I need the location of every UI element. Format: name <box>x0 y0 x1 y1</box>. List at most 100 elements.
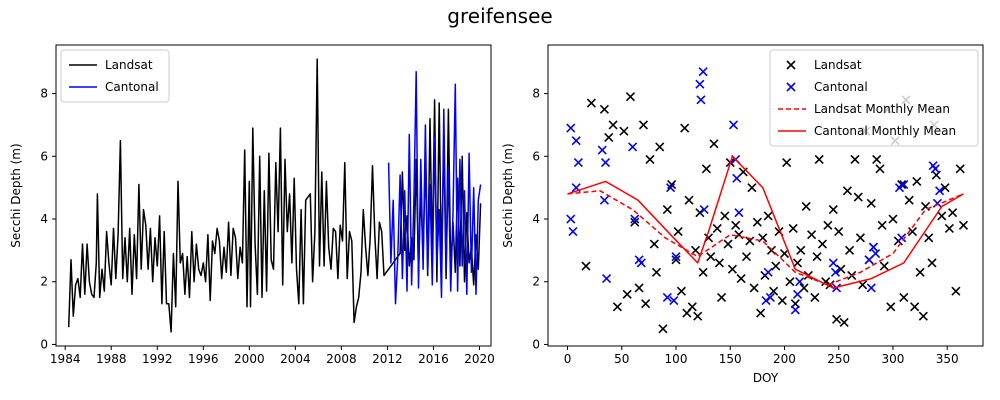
legend-label-1: Landsat <box>105 58 153 72</box>
point-2-6 <box>573 158 583 168</box>
point-2-31 <box>792 289 803 299</box>
legend-label-1: Landsat <box>814 58 862 72</box>
point-2-35 <box>831 283 842 293</box>
point-2-12 <box>630 214 640 224</box>
point-1-45 <box>736 274 746 284</box>
point-1-120 <box>944 223 954 233</box>
point-1-82 <box>836 264 846 274</box>
point-1-119 <box>940 183 950 193</box>
point-1-66 <box>792 258 803 268</box>
point-1-58 <box>771 261 781 271</box>
point-2-16 <box>666 183 676 193</box>
point-1-50 <box>749 283 759 293</box>
y-tick-label-4: 6 <box>532 149 540 163</box>
point-1-42 <box>727 264 737 274</box>
x-tick-label-7: 2008 <box>326 352 357 366</box>
point-1-57 <box>769 286 779 296</box>
point-1-97 <box>877 220 887 230</box>
legend-box <box>769 49 979 147</box>
point-1-98 <box>879 261 889 271</box>
legend-label-2: Cantonal <box>105 80 159 94</box>
legend-label-2: Cantonal <box>814 80 868 94</box>
point-2-9 <box>600 158 611 168</box>
series-line-3 <box>567 190 964 286</box>
legend: Landsat Cantonal Landsat Monthly Mean Canto… <box>769 49 979 147</box>
x-tick-label-7: 300 <box>882 352 905 366</box>
point-1-5 <box>608 120 618 130</box>
point-2-34 <box>830 267 841 277</box>
x-tick-label-10: 2020 <box>464 352 495 366</box>
point-1-60 <box>777 295 787 306</box>
point-1-17 <box>655 142 665 152</box>
point-2-22 <box>699 205 709 215</box>
x-tick-label-3: 1992 <box>142 352 173 366</box>
x-tick-label-9: 2016 <box>418 352 449 366</box>
point-1-55 <box>763 211 773 221</box>
x-tick-label-8: 350 <box>936 352 959 366</box>
point-2-30 <box>790 305 800 315</box>
series-line-1 <box>67 58 482 333</box>
point-1-11 <box>634 283 644 293</box>
point-1-19 <box>662 205 672 215</box>
point-1-9 <box>625 92 636 102</box>
series-line-4 <box>567 155 964 289</box>
point-1-14 <box>645 154 655 165</box>
point-1-26 <box>684 195 694 205</box>
x-tick-label-4: 150 <box>719 352 742 366</box>
x-tick-label-6: 250 <box>827 352 850 366</box>
point-1-118 <box>937 211 947 221</box>
point-1-31 <box>698 267 708 277</box>
point-1-124 <box>958 220 969 230</box>
legend-label-3: Landsat Monthly Mean <box>814 102 950 116</box>
y-tick-label-2: 2 <box>40 275 48 289</box>
point-1-69 <box>801 201 811 212</box>
y-tick-label-4: 6 <box>40 149 48 163</box>
point-1-21 <box>671 255 681 265</box>
point-2-33 <box>828 258 838 268</box>
point-2-10 <box>602 274 612 284</box>
plot-area <box>67 58 482 333</box>
point-1-63 <box>785 277 795 287</box>
point-1-113 <box>920 201 931 212</box>
point-2-14 <box>636 258 646 268</box>
axes-frame <box>55 44 492 347</box>
x-tick-label-1: 1984 <box>50 352 81 366</box>
point-2-2 <box>566 214 576 224</box>
point-1-114 <box>924 233 934 243</box>
point-1-62 <box>782 158 792 168</box>
point-1-84 <box>842 186 852 196</box>
y-tick-label-5: 8 <box>40 87 48 101</box>
point-1-49 <box>747 183 757 193</box>
point-1-6 <box>612 302 622 312</box>
point-1-15 <box>649 239 659 249</box>
x-tick-label-1: 0 <box>564 352 572 366</box>
point-2-15 <box>662 292 672 302</box>
x-tick-label-4: 1996 <box>188 352 219 366</box>
point-1-90 <box>858 280 868 290</box>
x-tick-label-2: 1988 <box>96 352 127 366</box>
point-1-40 <box>723 239 733 249</box>
point-2-29 <box>765 292 775 302</box>
point-1-34 <box>706 252 716 262</box>
point-1-115 <box>927 258 937 268</box>
point-2-39 <box>871 248 881 259</box>
point-1-71 <box>807 230 817 240</box>
legend-marker-1 <box>786 60 796 70</box>
plot-area <box>566 67 969 334</box>
point-1-4 <box>604 132 614 143</box>
axes-frame <box>547 44 984 347</box>
point-2-28 <box>763 267 773 277</box>
series-line-2 <box>387 70 482 305</box>
point-1-32 <box>701 164 711 174</box>
point-1-75 <box>817 239 828 249</box>
point-1-47 <box>741 252 752 262</box>
y-tick-label-3: 4 <box>532 212 540 226</box>
point-1-43 <box>731 220 741 230</box>
point-1-27 <box>687 302 697 312</box>
point-2-20 <box>696 95 706 105</box>
point-2-37 <box>866 283 876 293</box>
point-1-23 <box>676 286 686 296</box>
point-1-79 <box>828 205 838 215</box>
legend: Landsat Cantonal <box>60 49 170 103</box>
